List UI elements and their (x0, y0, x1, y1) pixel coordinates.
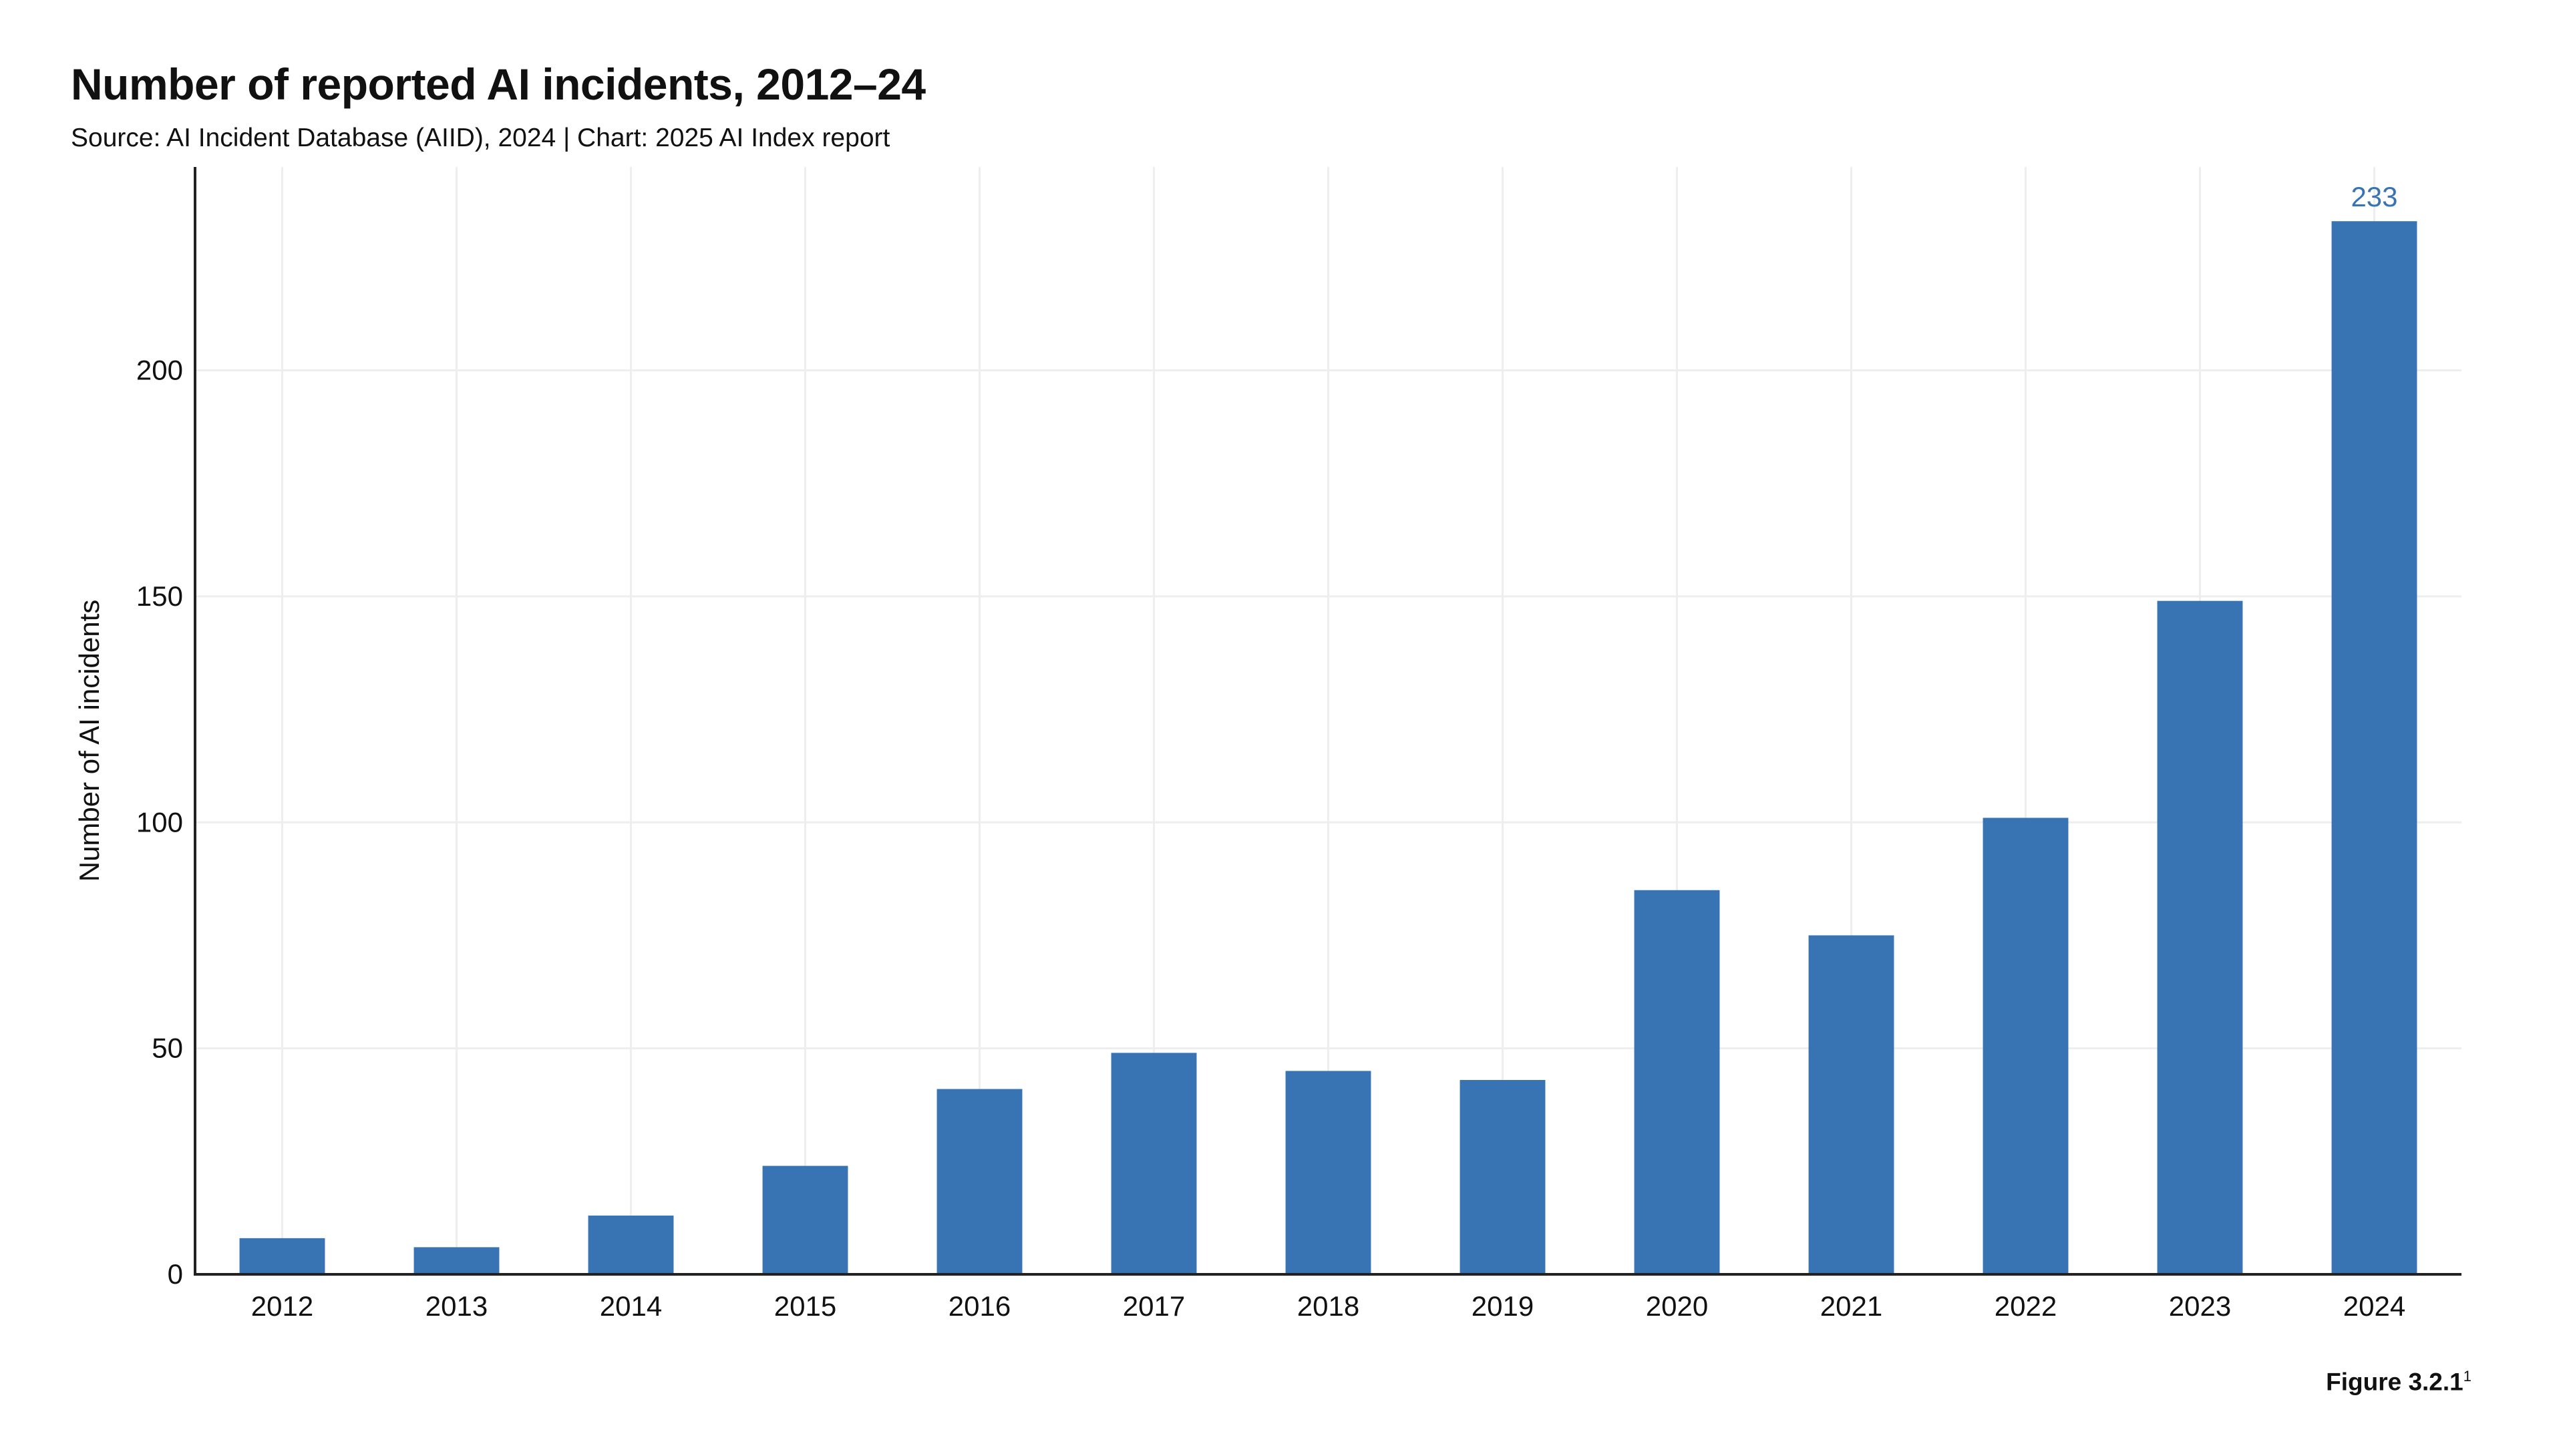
bar-2022 (1983, 817, 2069, 1274)
x-tick-label: 2012 (251, 1290, 313, 1322)
bar-2014 (588, 1216, 674, 1274)
y-tick-label: 50 (152, 1033, 183, 1064)
chart-title: Number of reported AI incidents, 2012–24 (71, 59, 926, 109)
figure-label: Figure 3.2.11 (2326, 1368, 2471, 1396)
figure-note-marker: 1 (2463, 1367, 2471, 1385)
x-tick-label: 2013 (425, 1290, 488, 1322)
chart-subtitle: Source: AI Incident Database (AIID), 202… (71, 124, 890, 152)
bar-2023 (2157, 600, 2243, 1274)
bar-2019 (1460, 1080, 1546, 1274)
bar-2021 (1808, 935, 1894, 1274)
y-tick-label: 0 (168, 1258, 183, 1290)
y-axis-title: Number of AI incidents (73, 600, 105, 882)
x-tick-label: 2023 (2169, 1290, 2231, 1322)
labels: 0 50 100 150 200 2012 2013 2014 2015 2016 2017 2018… (73, 181, 2405, 1322)
axes (194, 167, 2461, 1276)
x-tick-label: 2017 (1123, 1290, 1185, 1322)
y-tick-label: 150 (136, 580, 183, 612)
y-tick-label: 200 (136, 355, 183, 386)
bar-2020 (1634, 890, 1720, 1274)
bar-2018 (1285, 1071, 1371, 1274)
x-tick-label: 2015 (774, 1290, 836, 1322)
bar-2024 (2331, 221, 2417, 1275)
bar-2013 (413, 1247, 500, 1274)
x-tick-label: 2014 (600, 1290, 662, 1322)
bar-2012 (239, 1238, 325, 1274)
y-tick-label: 100 (136, 806, 183, 838)
bar-2017 (1111, 1053, 1197, 1274)
x-tick-label: 2021 (1820, 1290, 1882, 1322)
x-tick-label: 2018 (1297, 1290, 1359, 1322)
x-tick-label: 2024 (2343, 1290, 2405, 1322)
figure-number: Figure 3.2.1 (2326, 1368, 2463, 1395)
x-tick-label: 2020 (1646, 1290, 1708, 1322)
bar-2016 (936, 1089, 1023, 1274)
x-tick-label: 2022 (1995, 1290, 2057, 1322)
bars (239, 221, 2417, 1275)
x-tick-label: 2016 (949, 1290, 1011, 1322)
x-tick-label: 2019 (1472, 1290, 1534, 1322)
data-label: 233 (2351, 181, 2397, 212)
bar-2015 (762, 1165, 848, 1274)
